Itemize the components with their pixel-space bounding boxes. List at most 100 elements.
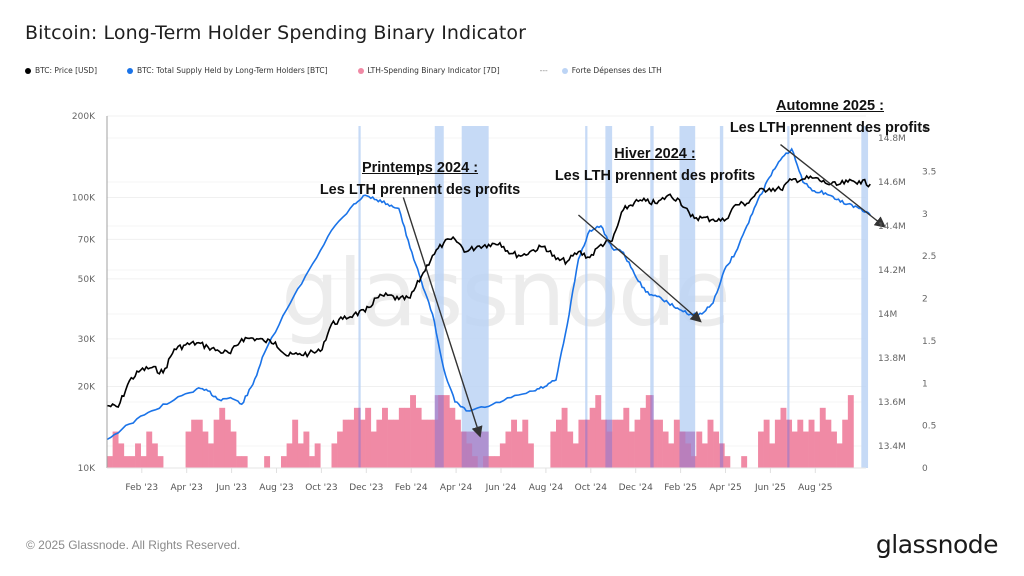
binary-bar <box>376 419 383 468</box>
highlight-band-overlap <box>358 407 361 468</box>
trend-arrow <box>577 214 702 323</box>
binary-bar <box>522 419 529 468</box>
x-tick-label: Dec '24 <box>619 483 653 493</box>
legend: BTC: Price [USD] BTC: Total Supply Held … <box>25 66 692 75</box>
binary-bar <box>112 431 119 468</box>
price-line <box>106 174 871 408</box>
highlight-band-overlap <box>719 443 724 468</box>
y-right-supply-tick-label: 13.4M <box>878 442 906 452</box>
x-tick-label: Oct '23 <box>305 483 337 493</box>
highlight-band-overlap <box>787 419 790 468</box>
binary-bar <box>208 443 214 468</box>
binary-bar <box>831 431 837 468</box>
binary-bar <box>224 419 231 468</box>
annotation-heading: Automne 2025 : <box>776 98 884 114</box>
legend-item-highlight[interactable]: Forte Dépenses des LTH <box>561 66 662 75</box>
binary-bar <box>623 407 630 468</box>
highlight-band <box>650 126 654 468</box>
highlight-bands-overlay <box>358 395 790 468</box>
left-axis-ticks: 10K 20K 30K 50K 70K 100K 200K <box>72 112 96 474</box>
x-tick-label: Apr '23 <box>171 483 203 493</box>
highlight-band <box>861 126 869 468</box>
binary-bar <box>337 431 344 468</box>
binary-bars <box>107 395 854 468</box>
x-tick-label: Jun '23 <box>215 483 247 493</box>
binary-bar <box>443 395 450 468</box>
y-left-tick-label: 10K <box>78 464 96 474</box>
binary-bar <box>808 419 815 468</box>
binary-bar <box>505 431 512 468</box>
binary-bar <box>640 407 647 468</box>
legend-separator: --- <box>539 66 548 75</box>
annotation-spring-2024: Printemps 2024 : Les LTH prennent des pr… <box>300 157 540 201</box>
binary-bar <box>696 431 703 468</box>
binary-bar <box>511 419 518 468</box>
price-dot-icon <box>25 67 31 74</box>
binary-bar <box>140 456 147 468</box>
legend-item-binary[interactable]: LTH-Spending Binary Indicator [7D] <box>357 66 500 75</box>
y-right-binary-tick-label: 0.5 <box>922 422 936 432</box>
binary-bar <box>488 456 495 468</box>
highlight-band <box>679 126 696 468</box>
x-tick-label: Aug '25 <box>798 483 832 493</box>
binary-bar <box>135 443 141 468</box>
y-left-tick-label: 70K <box>78 235 96 245</box>
watermark: glassnode <box>281 240 729 347</box>
annotation-text: Les LTH prennent des profits <box>729 120 931 136</box>
binary-bar <box>657 419 663 468</box>
highlight-bands <box>358 126 869 468</box>
x-tick-label: Feb '23 <box>125 483 158 493</box>
x-tick-label: Aug '24 <box>529 483 564 493</box>
binary-bar <box>763 419 770 468</box>
binary-bar <box>331 443 338 468</box>
y-right-binary-tick-label: 2 <box>922 295 928 305</box>
binary-bar <box>595 395 602 468</box>
binary-bar <box>157 456 164 468</box>
binary-bar <box>724 456 731 468</box>
highlight-band-overlap <box>605 419 613 468</box>
y-right-binary-tick-label: 1.5 <box>922 337 936 347</box>
y-left-tick-label: 100K <box>72 193 96 203</box>
x-tick-label: Jun '25 <box>754 483 786 493</box>
highlight-band-overlap <box>461 431 489 468</box>
binary-bar <box>774 419 781 468</box>
binary-bar <box>567 431 574 468</box>
binary-bar <box>410 395 416 468</box>
glassnode-logo[interactable]: glassnode <box>875 530 999 559</box>
y-right-binary-tick-label: 1 <box>922 379 928 389</box>
legend-item-price[interactable]: BTC: Price [USD] <box>25 66 97 75</box>
highlight-band-overlap <box>585 419 588 468</box>
copyright-text: © 2025 Glassnode. All Rights Reserved. <box>26 538 241 552</box>
highlight-band-overlap <box>650 395 654 468</box>
right-axis-supply-ticks: 13.4M 13.6M 13.8M 14M 14.2M 14.4M 14.6M 14.8M <box>878 134 906 452</box>
y-right-binary-tick-label: 3 <box>922 210 928 220</box>
x-tick-label: Apr '25 <box>709 483 741 493</box>
binary-bar <box>370 431 377 468</box>
binary-bar <box>707 419 714 468</box>
binary-bar <box>780 407 787 468</box>
binary-bar <box>825 419 832 468</box>
binary-bar <box>701 443 708 468</box>
legend-item-lth-supply[interactable]: BTC: Total Supply Held by Long-Term Hold… <box>127 66 328 75</box>
binary-dot-icon <box>357 67 364 74</box>
legend-label: Forte Dépenses des LTH <box>571 66 662 75</box>
binary-bar <box>123 456 130 468</box>
y-right-supply-tick-label: 13.6M <box>878 398 906 408</box>
binary-bar <box>213 419 220 468</box>
binary-bar <box>236 456 242 468</box>
binary-bar <box>847 395 854 468</box>
y-right-binary-tick-label: 0 <box>922 464 928 474</box>
y-left-tick-label: 30K <box>78 335 96 345</box>
binary-bar <box>673 419 680 468</box>
binary-bar <box>645 395 652 468</box>
binary-bar <box>353 407 360 468</box>
binary-bar <box>516 431 523 468</box>
binary-bar <box>292 419 299 468</box>
binary-bar <box>398 407 405 468</box>
binary-bar <box>814 431 821 468</box>
binary-bar <box>556 419 562 468</box>
x-tick-label: Aug '23 <box>259 483 293 493</box>
highlight-band <box>719 126 724 468</box>
y-right-supply-tick-label: 14M <box>878 310 897 320</box>
